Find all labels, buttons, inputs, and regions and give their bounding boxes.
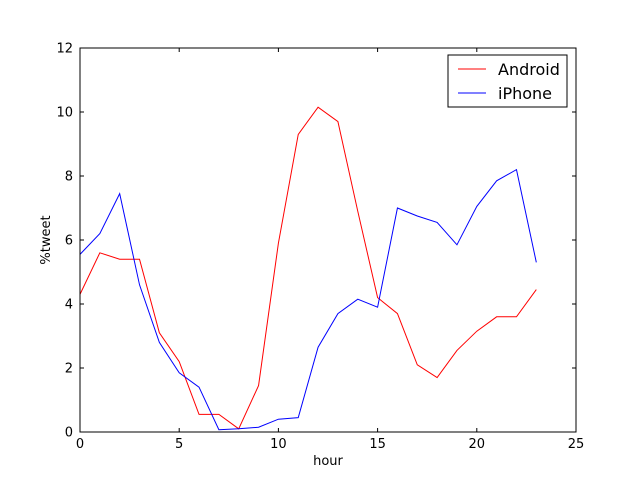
series-line-android bbox=[79, 106, 537, 430]
legend-label-iphone: iPhone bbox=[498, 84, 552, 103]
y-axis-label: %tweet bbox=[39, 215, 54, 264]
x-tick-label: 25 bbox=[568, 437, 585, 452]
y-tick-label: 4 bbox=[65, 298, 73, 313]
legend-box bbox=[447, 54, 568, 108]
legend: Android iPhone bbox=[447, 54, 568, 108]
x-tick-label: 5 bbox=[175, 437, 183, 452]
y-tick-label: 12 bbox=[56, 42, 73, 57]
x-axis-label: hour bbox=[313, 454, 343, 469]
y-tick-label: 2 bbox=[65, 362, 73, 377]
y-tick-label: 8 bbox=[65, 170, 73, 185]
series-layer bbox=[79, 106, 537, 431]
x-tick-label: 0 bbox=[76, 437, 84, 452]
y-tick-label: 0 bbox=[65, 426, 73, 441]
legend-label-android: Android bbox=[498, 60, 560, 79]
x-tick-label: 20 bbox=[469, 437, 486, 452]
y-tick-label: 10 bbox=[56, 106, 73, 121]
y-axis: 0 2 4 6 8 10 12 bbox=[56, 42, 576, 441]
series-line-iphone bbox=[79, 168, 537, 431]
x-tick-label: 15 bbox=[369, 437, 386, 452]
x-tick-label: 10 bbox=[270, 437, 287, 452]
x-axis: 0 5 10 15 20 25 bbox=[76, 48, 584, 452]
y-tick-label: 6 bbox=[65, 234, 73, 249]
